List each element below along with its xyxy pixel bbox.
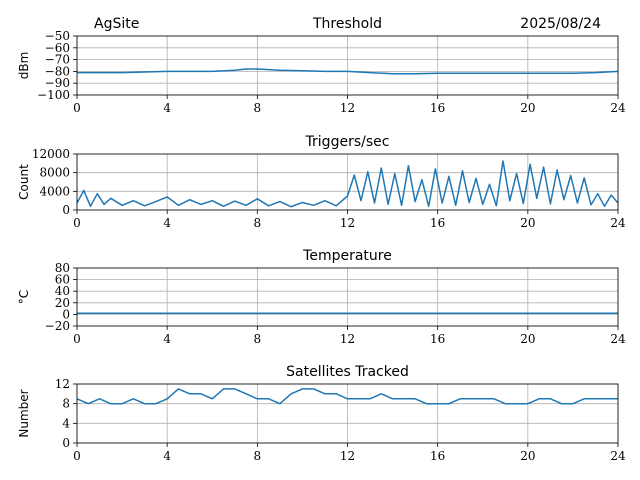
x-tick-label: 24 — [610, 101, 626, 115]
y-tick-label: −90 — [45, 76, 70, 90]
y-tick-label: 12000 — [32, 147, 70, 161]
x-tick-label: 4 — [163, 449, 171, 463]
y-axis-label: °C — [17, 290, 31, 304]
x-tick-label: 8 — [254, 216, 262, 230]
y-tick-label: −50 — [45, 29, 70, 43]
y-tick-label: 60 — [55, 273, 70, 287]
date-label: 2025/08/24 — [520, 16, 601, 32]
x-tick-label: 20 — [520, 216, 535, 230]
panels: 0 4 8 12 16 20 24 −100−90−80−70−60−50 Threshold d… — [17, 16, 626, 463]
x-tick-label: 24 — [610, 216, 626, 230]
y-tick-label: 40 — [55, 284, 70, 298]
chart-panel-0: 0 4 8 12 16 20 24 −100−90−80−70−60−50 Threshold d… — [17, 16, 626, 115]
x-tick-label: 4 — [163, 101, 171, 115]
x-tick-label: 0 — [73, 332, 81, 346]
x-tick-label: 4 — [163, 332, 171, 346]
chart-title: Temperature — [302, 248, 392, 264]
x-tick-label: 16 — [430, 101, 445, 115]
x-tick-label: 20 — [520, 449, 535, 463]
x-tick-label: 12 — [340, 449, 355, 463]
y-tick-label: 0 — [62, 436, 70, 450]
x-tick-label: 0 — [73, 449, 81, 463]
y-axis-label: Number — [17, 389, 31, 437]
x-tick-label: 16 — [430, 332, 445, 346]
y-tick-label: 8000 — [39, 166, 70, 180]
y-tick-label: 0 — [62, 203, 70, 217]
chart-title: Triggers/sec — [305, 134, 390, 150]
y-tick-label: −20 — [45, 319, 70, 333]
x-tick-label: 0 — [73, 216, 81, 230]
x-tick-label: 20 — [520, 332, 535, 346]
x-tick-label: 16 — [430, 449, 445, 463]
y-tick-label: −80 — [45, 64, 70, 78]
y-tick-label: 0 — [62, 307, 70, 321]
x-tick-label: 8 — [254, 449, 262, 463]
y-tick-label: 4 — [62, 416, 70, 430]
series-line — [77, 68, 619, 75]
x-tick-label: 16 — [430, 216, 445, 230]
chart-title: Threshold — [312, 16, 382, 32]
y-tick-label: 80 — [55, 261, 70, 275]
y-tick-label: 4000 — [39, 184, 70, 198]
y-tick-label: 8 — [62, 397, 70, 411]
y-axis-label: dBm — [17, 52, 31, 80]
y-tick-label: 12 — [55, 377, 70, 391]
x-tick-label: 8 — [254, 101, 262, 115]
x-tick-label: 12 — [340, 101, 355, 115]
y-tick-label: −60 — [45, 41, 70, 55]
chart-panel-3: 0 4 8 12 16 20 24 0 4 8 12 Satellites Tracked Number — [17, 364, 626, 463]
y-axis-label: Count — [17, 164, 31, 200]
x-tick-label: 8 — [254, 332, 262, 346]
site-label: AgSite — [94, 16, 139, 32]
y-tick-label: −70 — [45, 53, 70, 67]
x-tick-label: 0 — [73, 101, 81, 115]
y-tick-label: 20 — [55, 296, 70, 310]
x-tick-label: 4 — [163, 216, 171, 230]
y-tick-label: −100 — [37, 88, 70, 102]
x-tick-label: 12 — [340, 332, 355, 346]
series-line — [76, 160, 619, 208]
chart-title: Satellites Tracked — [286, 364, 409, 380]
x-tick-label: 12 — [340, 216, 355, 230]
chart-panel-1: 0 4 8 12 16 20 24 0 4000 8000 12000 Triggers/sec Cou… — [17, 134, 626, 230]
series-line — [76, 388, 618, 405]
x-tick-label: 24 — [610, 332, 626, 346]
x-tick-label: 24 — [610, 449, 626, 463]
x-tick-label: 20 — [520, 101, 535, 115]
